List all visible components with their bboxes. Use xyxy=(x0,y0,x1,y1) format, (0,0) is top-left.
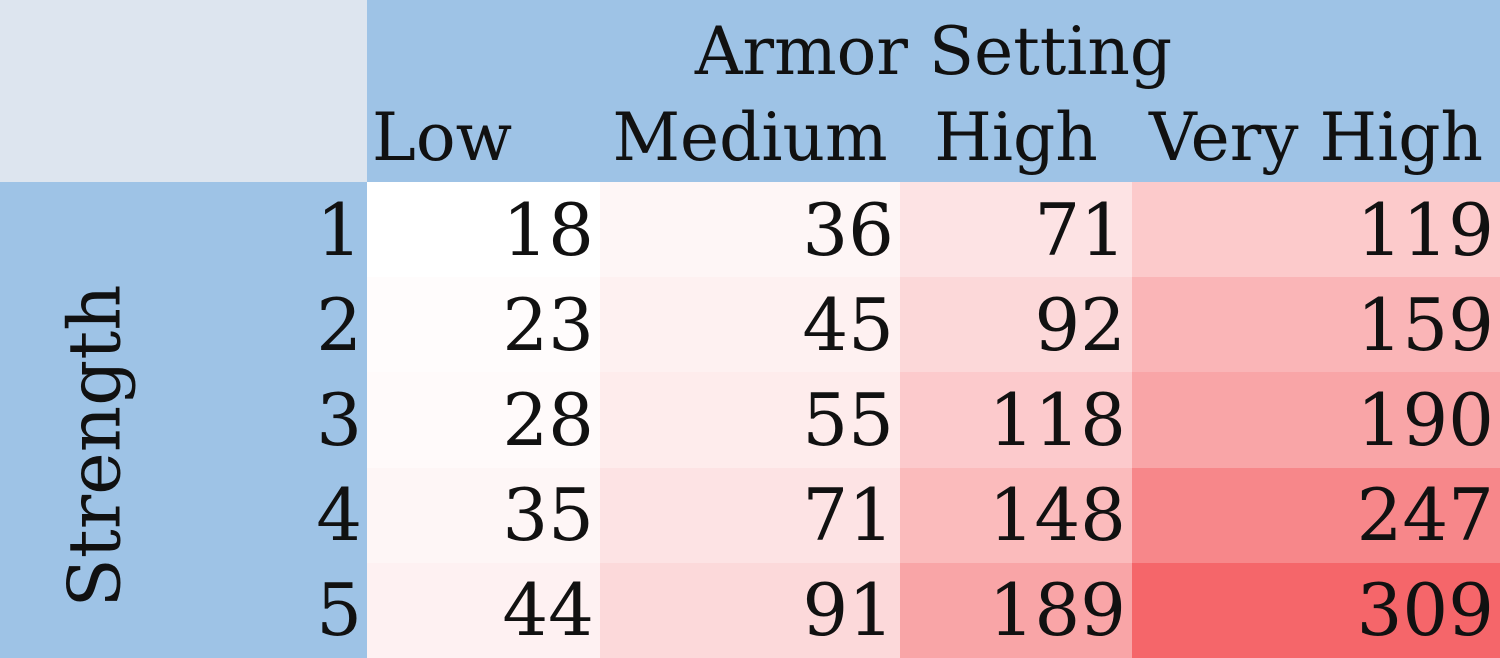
heat-cell xyxy=(900,372,1132,469)
heat-cell xyxy=(600,182,900,278)
heat-cell xyxy=(367,372,600,469)
column-header-very-high: Very High xyxy=(1149,99,1483,176)
heat-cell xyxy=(1132,372,1500,469)
row-label-2: 2 xyxy=(316,282,362,367)
heat-cell xyxy=(600,277,900,373)
heat-cell xyxy=(600,372,900,469)
row-label-5: 5 xyxy=(316,568,362,653)
row-label-4: 4 xyxy=(316,473,362,558)
cell-value: 91 xyxy=(802,568,894,653)
heat-cell xyxy=(367,562,600,658)
heat-cell xyxy=(600,467,900,564)
heat-cell xyxy=(1132,277,1500,373)
cell-value: 36 xyxy=(802,187,894,272)
cell-value: 159 xyxy=(1356,282,1494,367)
cell-value: 55 xyxy=(802,377,894,462)
row-label-3: 3 xyxy=(316,377,362,462)
heat-cell xyxy=(1132,562,1500,658)
heat-cell xyxy=(1132,467,1500,564)
cell-value: 148 xyxy=(988,473,1126,558)
column-header-band xyxy=(367,0,1500,182)
cell-value: 309 xyxy=(1356,568,1494,653)
cell-value: 247 xyxy=(1356,473,1494,558)
cell-value: 23 xyxy=(502,282,594,367)
cell-value: 18 xyxy=(502,187,594,272)
column-axis-title: Armor Setting xyxy=(694,13,1173,90)
cell-value: 71 xyxy=(1034,187,1126,272)
row-header-band xyxy=(0,182,367,658)
heat-cell xyxy=(900,182,1132,278)
heat-cell xyxy=(900,562,1132,658)
heat-cell xyxy=(367,467,600,564)
heat-cell xyxy=(367,182,600,278)
row-axis-title: Strength xyxy=(53,284,137,608)
column-header-medium: Medium xyxy=(612,99,888,176)
row-label-1: 1 xyxy=(316,187,362,272)
cell-value: 71 xyxy=(802,473,894,558)
cell-value: 118 xyxy=(988,377,1126,462)
heat-cell xyxy=(1132,182,1500,278)
cell-value: 92 xyxy=(1034,282,1126,367)
cell-value: 28 xyxy=(502,377,594,462)
heat-cell xyxy=(900,467,1132,564)
heat-cell xyxy=(367,277,600,373)
heat-cell xyxy=(900,277,1132,373)
corner-cell xyxy=(0,0,367,182)
column-header-low: Low xyxy=(372,99,513,176)
heat-cell xyxy=(600,562,900,658)
cell-value: 44 xyxy=(502,568,594,653)
row-axis-title-wrap: Strength xyxy=(0,182,190,658)
cell-value: 190 xyxy=(1356,377,1494,462)
cell-value: 35 xyxy=(502,473,594,558)
column-header-high: High xyxy=(934,99,1098,176)
cell-value: 119 xyxy=(1356,187,1494,272)
cell-value: 45 xyxy=(802,282,894,367)
cell-value: 189 xyxy=(988,568,1126,653)
